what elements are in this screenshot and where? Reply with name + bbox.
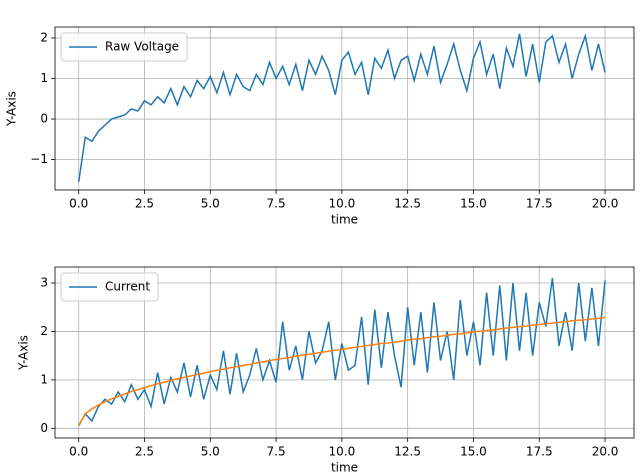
y-tick-label: 2 <box>40 324 48 338</box>
y-tick-label: 0 <box>40 421 48 435</box>
x-tick-label: 7.5 <box>267 445 286 459</box>
x-tick-label: 12.5 <box>394 197 421 211</box>
x-tick-label: 20.0 <box>592 445 619 459</box>
x-tick-label: 12.5 <box>394 445 421 459</box>
x-axis-label: time <box>331 213 358 227</box>
x-tick-label: 10.0 <box>329 197 356 211</box>
x-tick-label: 0.0 <box>69 445 88 459</box>
x-tick-label: 7.5 <box>267 197 286 211</box>
x-tick-label: 20.0 <box>592 197 619 211</box>
legend-box <box>60 272 159 302</box>
y-tick-label: −1 <box>30 152 48 166</box>
y-tick-label: 1 <box>40 372 48 386</box>
data-line <box>78 278 606 427</box>
x-tick-label: 15.0 <box>460 445 487 459</box>
data-line <box>77 33 606 182</box>
x-tick-label: 0.0 <box>69 197 88 211</box>
x-tick-label: 5.0 <box>201 445 220 459</box>
legend-label: Current <box>105 280 150 294</box>
y-tick-label: 3 <box>40 275 48 289</box>
plot-frame <box>54 26 635 191</box>
y-tick-label: 1 <box>40 71 48 85</box>
x-tick-label: 10.0 <box>329 445 356 459</box>
subplot: 0.0 2.5 5.0 7.5 10.0 12.5 15.0 17.5 20.0 −1 0 1 2 tim… <box>5 26 635 227</box>
x-tick-label: 5.0 <box>201 197 220 211</box>
x-tick-label: 2.5 <box>135 197 154 211</box>
y-tick-label: 2 <box>40 30 48 44</box>
y-tick-label: 0 <box>40 112 48 126</box>
legend: Current <box>60 272 159 302</box>
legend-box <box>60 32 188 62</box>
legend: Raw Voltage <box>60 32 188 62</box>
x-tick-label: 17.5 <box>526 197 553 211</box>
legend-label: Raw Voltage <box>105 40 179 54</box>
x-axis-label: time <box>331 461 358 475</box>
data-line <box>78 316 606 427</box>
plot-frame <box>54 266 635 439</box>
x-tick-label: 2.5 <box>135 445 154 459</box>
subplot: 0.0 2.5 5.0 7.5 10.0 12.5 15.0 17.5 20.0 0 1 2 3 time… <box>17 266 635 475</box>
x-tick-label: 17.5 <box>526 445 553 459</box>
x-tick-label: 15.0 <box>460 197 487 211</box>
y-axis-label: Y-Axis <box>17 335 31 371</box>
y-axis-label: Y-Axis <box>5 91 19 127</box>
